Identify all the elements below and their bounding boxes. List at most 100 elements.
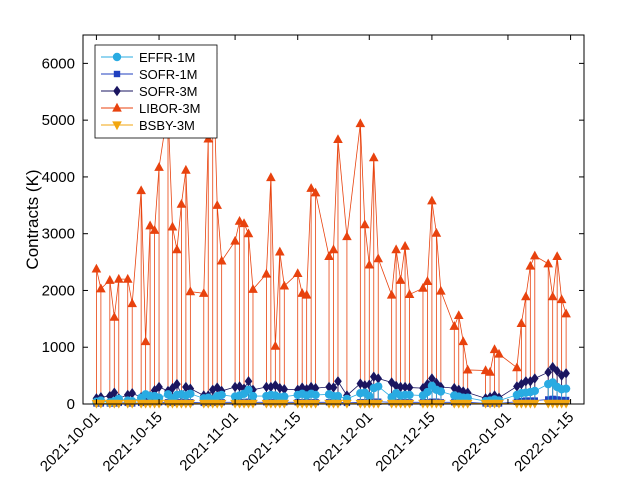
data-point (458, 336, 469, 346)
data-point (275, 246, 285, 256)
data-point (231, 381, 239, 393)
data-point (239, 218, 249, 228)
data-point (262, 381, 271, 393)
data-point (186, 389, 195, 398)
data-point (127, 298, 138, 308)
legend-items: EFFR-1M SOFR-1M SOFR-3M LIBOR-3M BSBY-3M (101, 50, 200, 133)
data-point (374, 373, 383, 384)
data-point (216, 255, 227, 265)
data-point (261, 268, 272, 278)
data-point (244, 376, 253, 387)
data-point (185, 286, 196, 296)
data-point (328, 244, 339, 254)
data-point (386, 289, 397, 299)
data-point (462, 364, 473, 374)
data-point (365, 391, 374, 401)
legend-item: SOFR-3M (101, 84, 198, 99)
data-point (553, 365, 561, 377)
data-point (436, 387, 446, 396)
data-point (561, 308, 571, 318)
data-point (428, 373, 436, 384)
legend-label: SOFR-1M (139, 67, 198, 82)
data-point (374, 382, 383, 391)
data-point (418, 282, 428, 292)
data-point (310, 187, 321, 197)
data-point (311, 382, 320, 394)
data-point (248, 284, 258, 293)
data-point (181, 164, 191, 174)
data-point (530, 373, 539, 384)
data-point (280, 392, 289, 401)
data-point (301, 289, 312, 299)
data-point (494, 348, 504, 358)
data-point (401, 381, 409, 393)
data-point (167, 221, 178, 231)
y-tick-label: 3000 (42, 226, 75, 243)
data-point (427, 195, 437, 205)
data-point (270, 340, 281, 350)
data-point (521, 291, 531, 301)
data-point (526, 376, 535, 387)
legend-label: EFFR-1M (139, 50, 195, 65)
data-point (342, 231, 352, 241)
data-point (557, 370, 566, 381)
data-point (453, 310, 464, 320)
data-point (266, 172, 276, 182)
data-point (525, 260, 536, 270)
data-point (279, 280, 290, 290)
data-point (154, 162, 164, 171)
data-point (128, 388, 137, 399)
y-axis-label: Contracts (K) (23, 169, 42, 269)
data-point (391, 244, 401, 254)
data-point (552, 251, 562, 260)
data-point (244, 385, 253, 395)
data-point (292, 268, 303, 278)
data-point (248, 391, 258, 401)
series-libor-3m (91, 45, 571, 404)
series-layer (91, 45, 571, 409)
data-point (145, 220, 155, 230)
legend: EFFR-1M SOFR-1M SOFR-3M LIBOR-3M BSBY-3M (94, 44, 218, 139)
y-tick-label: 5000 (42, 112, 75, 129)
data-point (522, 376, 530, 387)
data-point (485, 367, 495, 376)
data-point (530, 386, 539, 396)
data-point (155, 381, 163, 393)
data-point (243, 228, 254, 238)
legend-label: BSBY-3M (139, 118, 195, 133)
data-point (230, 235, 240, 245)
y-tick-label: 6000 (42, 55, 75, 72)
data-point (198, 288, 209, 297)
data-point (431, 227, 442, 237)
legend-item: EFFR-1M (101, 50, 195, 65)
data-point (405, 382, 414, 393)
data-point (529, 250, 540, 260)
data-point (168, 382, 177, 394)
data-point (176, 198, 187, 208)
data-point (400, 240, 410, 250)
plot-frame (82, 34, 585, 405)
data-point (113, 273, 124, 283)
y-tick-label: 4000 (42, 169, 75, 186)
data-point (217, 390, 226, 400)
data-point (333, 391, 343, 401)
data-point (547, 291, 558, 301)
data-point (334, 376, 342, 387)
legend-item: LIBOR-3M (101, 101, 200, 116)
legend-marker (112, 121, 122, 131)
data-point (140, 336, 151, 346)
data-point (404, 289, 415, 299)
data-point (543, 258, 554, 268)
data-point (360, 219, 370, 229)
data-point (149, 225, 160, 234)
data-point (311, 390, 320, 400)
legend-label: SOFR-3M (139, 84, 198, 99)
legend-item: SOFR-1M (101, 67, 198, 82)
data-point (364, 259, 375, 269)
data-point (212, 200, 222, 209)
data-point (361, 380, 369, 391)
legend-item: BSBY-3M (101, 118, 195, 133)
data-point (395, 275, 406, 284)
data-point (517, 378, 526, 390)
